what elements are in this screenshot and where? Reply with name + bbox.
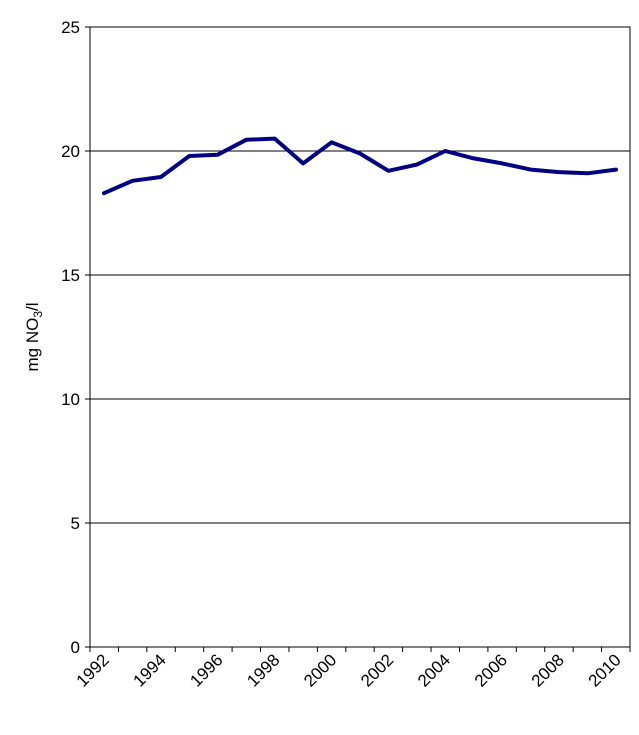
x-tick-label: 1998	[243, 650, 283, 690]
x-tick-label: 2002	[357, 650, 397, 690]
y-tick-label: 0	[71, 638, 80, 657]
x-tick-label: 2008	[528, 650, 568, 690]
x-tick-label: 2000	[300, 650, 340, 690]
y-tick-label: 10	[61, 390, 80, 409]
y-tick-label: 5	[71, 514, 80, 533]
series-group	[102, 136, 618, 196]
y-axis-ticks: 0 5 10 15 20 25	[61, 18, 90, 657]
gridlines	[90, 150, 630, 524]
x-tick-label: 2004	[414, 650, 454, 690]
y-tick-label: 15	[61, 266, 80, 285]
x-tick-label: 1994	[130, 650, 170, 690]
y-tick-label: 25	[61, 18, 80, 37]
x-tick-label: 2010	[585, 650, 625, 690]
y-axis-label-subscript: 3	[31, 311, 45, 318]
series-line-0	[102, 136, 618, 196]
x-axis-ticks: 1992 1994 1996 1998 2000 2002 2004 2006 2008 2010	[73, 647, 631, 691]
y-axis-label: mg NO3/l	[23, 302, 45, 371]
y-tick-label: 20	[61, 142, 80, 161]
plot-area	[89, 26, 631, 648]
x-tick-label: 2006	[471, 650, 511, 690]
x-tick-label: 1996	[186, 650, 226, 690]
